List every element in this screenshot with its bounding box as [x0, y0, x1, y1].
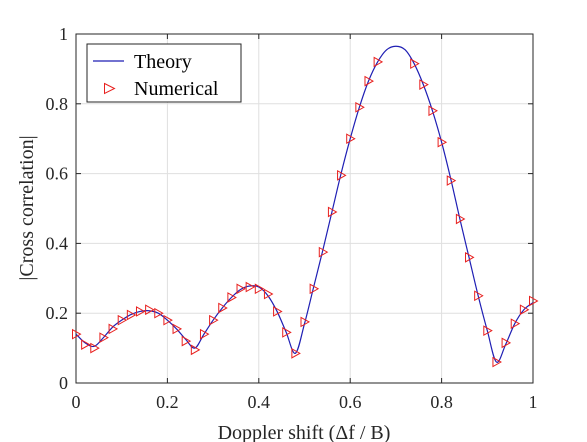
numerical-marker [90, 342, 100, 354]
numerical-marker [510, 318, 521, 330]
numerical-marker [437, 136, 448, 148]
numerical-marker [273, 306, 283, 317]
y-tick-label: 0.8 [46, 94, 69, 114]
numerical-marker [346, 133, 356, 145]
numerical-marker [419, 79, 429, 90]
numerical-marker [99, 332, 109, 343]
axes [75, 33, 534, 384]
x-tick-label: 0.4 [248, 392, 271, 412]
numerical-marker [483, 325, 493, 337]
y-tick-label: 0.2 [46, 303, 69, 323]
x-tick-label: 0 [72, 392, 81, 412]
numerical-marker [163, 314, 173, 326]
legend-numerical-label: Numerical [134, 78, 219, 100]
numerical-marker [465, 252, 475, 263]
numerical-marker [236, 283, 247, 295]
numerical-marker [209, 314, 219, 326]
x-tick-label: 0.2 [156, 392, 179, 412]
numerical-marker [154, 307, 164, 319]
numerical-marker [181, 335, 192, 347]
numerical-marker [172, 323, 183, 335]
numerical-marker [190, 344, 201, 356]
numerical-marker [282, 327, 292, 338]
numerical-marker [108, 323, 119, 335]
numerical-marker [410, 58, 420, 70]
numerical-marker [318, 246, 329, 258]
x-tick-label: 0.6 [339, 392, 362, 412]
numerical-marker [245, 281, 256, 293]
y-tick-label: 1 [59, 24, 68, 44]
numerical-marker [145, 304, 155, 316]
axes-box [75, 33, 534, 384]
numerical-marker [364, 75, 374, 87]
numerical-marker [474, 290, 484, 302]
numerical-marker [337, 169, 347, 181]
numerical-marker [300, 316, 311, 328]
numerical-marker [218, 302, 228, 314]
numerical-marker [199, 328, 210, 340]
x-tick-label: 1 [529, 392, 538, 412]
legend-box [86, 43, 242, 103]
numerical-marker [254, 283, 265, 295]
numerical-marker [529, 295, 539, 307]
legend: Theory Numerical [86, 43, 242, 103]
y-axis-label: |Cross correlation| [16, 135, 38, 280]
numerical-marker [263, 288, 274, 300]
numerical-marker [309, 283, 320, 295]
numerical-marker [81, 339, 91, 350]
numerical-marker [501, 337, 512, 349]
numerical-marker [227, 292, 237, 303]
numerical-marker [126, 309, 137, 321]
numerical-marker [327, 206, 338, 218]
y-tick-label: 0.4 [46, 233, 69, 253]
tick-labels: 0 0.2 0.4 0.6 0.8 1 0 0.2 0.4 0.6 0.8 1 [46, 24, 538, 412]
legend-theory-label: Theory [134, 51, 192, 73]
numerical-marker [373, 56, 384, 68]
numerical-marker [135, 306, 146, 317]
numerical-marker [455, 213, 466, 225]
numerical-series [72, 56, 539, 368]
y-tick-label: 0 [59, 373, 68, 393]
numerical-marker [117, 314, 128, 326]
numerical-marker [428, 105, 438, 117]
numerical-marker [492, 356, 502, 368]
numerical-marker [72, 328, 82, 340]
numerical-marker [291, 347, 301, 359]
x-axis-label: Doppler shift (Δf / B) [218, 422, 391, 442]
numerical-marker [355, 101, 365, 113]
numerical-marker [446, 175, 457, 186]
numerical-marker [519, 304, 530, 316]
y-tick-label: 0.6 [46, 164, 69, 184]
x-tick-label: 0.8 [430, 392, 453, 412]
legend-numerical-marker [104, 82, 116, 95]
